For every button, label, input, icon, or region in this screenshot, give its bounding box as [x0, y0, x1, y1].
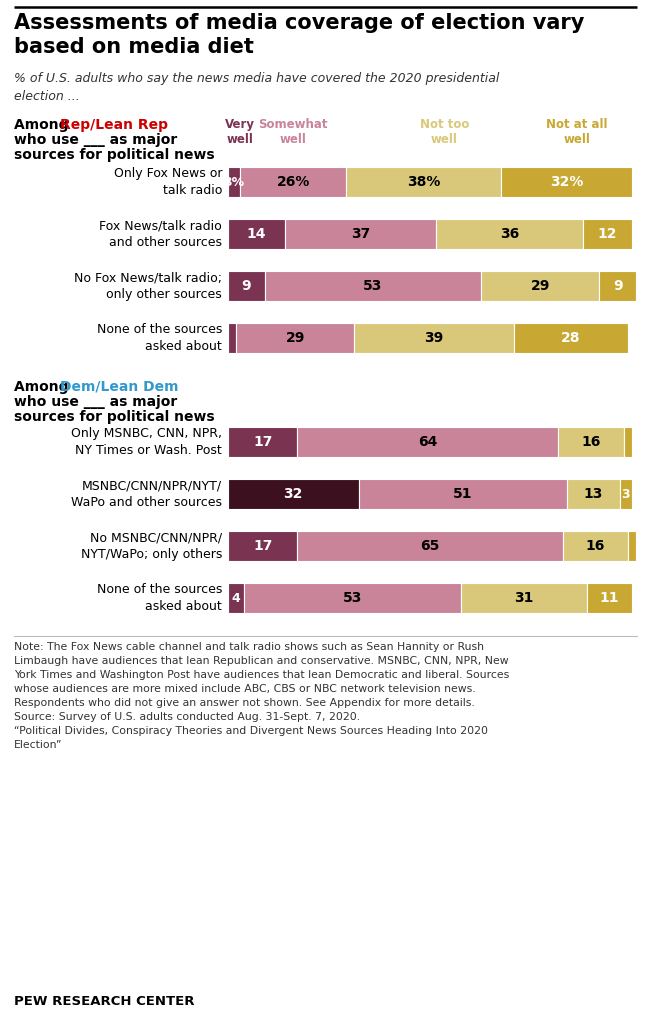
Text: 17: 17: [253, 539, 272, 553]
Bar: [600, 271, 636, 301]
Text: PEW RESEARCH CENTER: PEW RESEARCH CENTER: [14, 995, 195, 1008]
Text: sources for political news: sources for political news: [14, 148, 215, 162]
Bar: [285, 219, 436, 249]
Bar: [501, 167, 632, 197]
Text: 32: 32: [284, 487, 303, 501]
Text: Among: Among: [14, 380, 74, 394]
Text: Fox News/talk radio
and other sources: Fox News/talk radio and other sources: [99, 219, 222, 249]
Bar: [628, 531, 636, 561]
Bar: [228, 479, 359, 509]
Text: 3: 3: [622, 488, 630, 500]
Bar: [566, 479, 620, 509]
Text: Among: Among: [14, 118, 74, 132]
Bar: [228, 271, 265, 301]
Text: 38%: 38%: [407, 175, 441, 189]
Bar: [265, 271, 481, 301]
Bar: [228, 167, 240, 197]
Bar: [228, 323, 236, 353]
Text: 14: 14: [247, 227, 266, 241]
Text: 11: 11: [600, 591, 619, 605]
Text: None of the sources
asked about: None of the sources asked about: [96, 583, 222, 613]
Text: who use ___ as major: who use ___ as major: [14, 395, 177, 409]
Bar: [228, 531, 298, 561]
Text: 39: 39: [424, 331, 444, 345]
Text: None of the sources
asked about: None of the sources asked about: [96, 323, 222, 353]
Text: Very
well: Very well: [225, 118, 255, 146]
Bar: [460, 583, 587, 613]
Text: % of U.S. adults who say the news media have covered the 2020 presidential
elect: % of U.S. adults who say the news media …: [14, 72, 499, 102]
Text: 9: 9: [242, 279, 251, 293]
Text: 32%: 32%: [550, 175, 583, 189]
Text: MSNBC/CNN/NPR/NYT/
WaPo and other sources: MSNBC/CNN/NPR/NYT/ WaPo and other source…: [71, 479, 222, 508]
Bar: [228, 219, 285, 249]
Text: sources for political news: sources for political news: [14, 410, 215, 424]
Bar: [583, 219, 632, 249]
Text: No Fox News/talk radio;
only other sources: No Fox News/talk radio; only other sourc…: [74, 271, 222, 301]
Bar: [436, 219, 583, 249]
Text: 51: 51: [453, 487, 473, 501]
Text: 16: 16: [581, 435, 601, 449]
Text: 28: 28: [561, 331, 581, 345]
Text: 4: 4: [232, 591, 240, 605]
Text: 29: 29: [531, 279, 550, 293]
Text: Rep/Lean Rep: Rep/Lean Rep: [60, 118, 168, 132]
Bar: [228, 427, 298, 457]
Text: 29: 29: [286, 331, 305, 345]
Text: Not too
well: Not too well: [419, 118, 469, 146]
Bar: [624, 427, 632, 457]
Bar: [298, 531, 562, 561]
Text: 36: 36: [500, 227, 519, 241]
Bar: [620, 479, 632, 509]
Text: 65: 65: [421, 539, 439, 553]
Text: 3%: 3%: [223, 176, 245, 188]
Bar: [587, 583, 632, 613]
Text: 53: 53: [363, 279, 383, 293]
Text: Assessments of media coverage of election vary
based on media diet: Assessments of media coverage of electio…: [14, 13, 585, 57]
Bar: [359, 479, 566, 509]
Text: 31: 31: [514, 591, 533, 605]
Text: 13: 13: [583, 487, 603, 501]
Text: Note: The Fox News cable channel and talk radio shows such as Sean Hannity or Ru: Note: The Fox News cable channel and tal…: [14, 642, 509, 750]
Text: 17: 17: [253, 435, 272, 449]
Bar: [559, 427, 624, 457]
Bar: [240, 167, 346, 197]
Bar: [562, 531, 628, 561]
Text: Not at all
well: Not at all well: [546, 118, 607, 146]
Bar: [228, 583, 244, 613]
Bar: [236, 323, 355, 353]
Text: who use ___ as major: who use ___ as major: [14, 133, 177, 147]
Bar: [298, 427, 559, 457]
Text: 9: 9: [613, 279, 622, 293]
Text: Only MSNBC, CNN, NPR,
NY Times or Wash. Post: Only MSNBC, CNN, NPR, NY Times or Wash. …: [71, 428, 222, 456]
Bar: [244, 583, 460, 613]
Text: 26%: 26%: [277, 175, 310, 189]
Bar: [355, 323, 514, 353]
Text: Somewhat
well: Somewhat well: [258, 118, 328, 146]
Bar: [481, 271, 600, 301]
Bar: [346, 167, 501, 197]
Text: 53: 53: [343, 591, 362, 605]
Text: 12: 12: [598, 227, 617, 241]
Bar: [514, 323, 628, 353]
Text: 64: 64: [418, 435, 437, 449]
Text: Dem/Lean Dem: Dem/Lean Dem: [60, 380, 178, 394]
Text: Only Fox News or
talk radio: Only Fox News or talk radio: [113, 167, 222, 196]
Text: 37: 37: [351, 227, 370, 241]
Text: No MSNBC/CNN/NPR/
NYT/WaPo; only others: No MSNBC/CNN/NPR/ NYT/WaPo; only others: [81, 531, 222, 561]
Text: 16: 16: [585, 539, 605, 553]
